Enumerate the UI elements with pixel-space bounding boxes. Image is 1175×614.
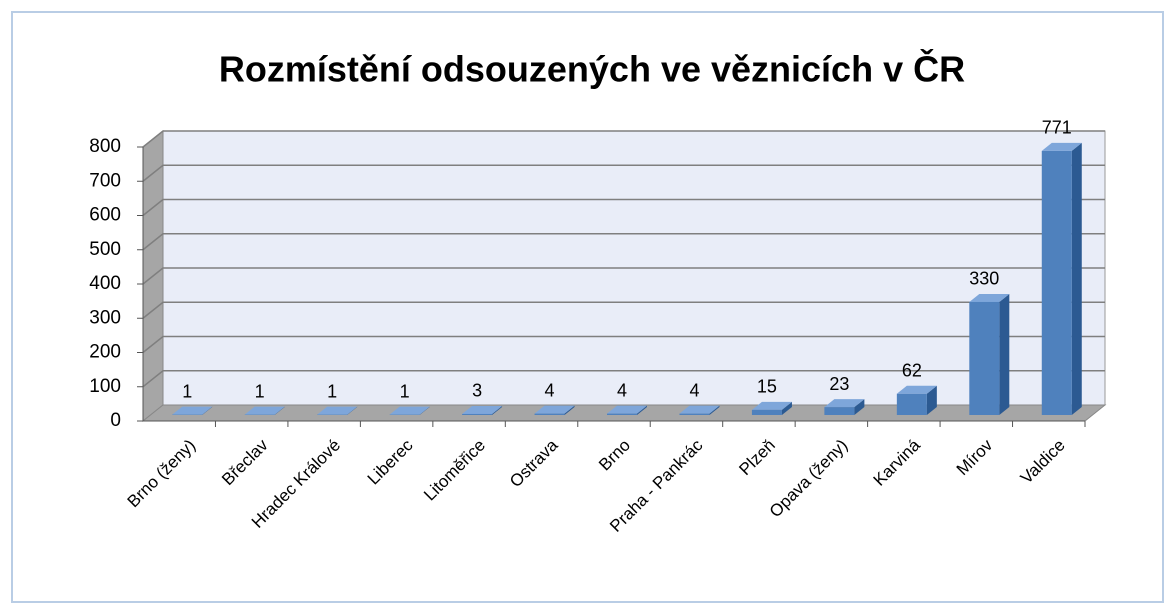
data-label: 1 — [400, 381, 410, 401]
bar — [824, 399, 865, 415]
bar — [462, 405, 503, 415]
bar-front — [1041, 150, 1072, 415]
bar — [389, 406, 430, 415]
bar-front — [534, 413, 565, 415]
bar-top — [969, 293, 1010, 302]
y-tick-label: 400 — [89, 273, 121, 294]
data-label: 1 — [255, 381, 265, 401]
bar-side — [854, 399, 865, 415]
data-label: 62 — [902, 361, 922, 381]
bar-top — [1041, 142, 1082, 151]
data-label: 4 — [545, 380, 555, 400]
y-tick-label: 200 — [89, 342, 121, 363]
data-label: 3 — [472, 381, 482, 401]
data-label: 771 — [1042, 118, 1072, 138]
bar-top — [824, 399, 865, 408]
bar — [172, 406, 213, 415]
data-label: 1 — [327, 381, 337, 401]
bar-top — [462, 405, 503, 414]
bar — [896, 385, 937, 415]
y-tick-label: 0 — [110, 410, 121, 431]
grid-line — [142, 267, 1105, 285]
bar-side — [637, 405, 647, 415]
bar-front — [969, 301, 1000, 415]
bar — [534, 405, 575, 415]
bar-top — [317, 406, 358, 415]
y-tick-label: 500 — [89, 239, 121, 260]
bar — [244, 406, 285, 415]
bar-top — [896, 385, 937, 394]
bar-front — [824, 407, 855, 415]
bar-side — [419, 406, 430, 415]
bar-side — [709, 405, 720, 415]
grid-line — [142, 198, 1105, 217]
y-tick-label: 600 — [89, 205, 121, 226]
data-label: 4 — [617, 380, 627, 400]
bar-top — [751, 401, 792, 410]
bar — [607, 405, 647, 415]
data-label: 1 — [182, 381, 192, 401]
y-tick-label: 300 — [89, 307, 121, 328]
grid-line — [142, 233, 1105, 251]
bar-front — [462, 413, 493, 415]
bar — [969, 293, 1010, 415]
bar — [1041, 142, 1082, 415]
y-tick-label: 800 — [89, 136, 121, 157]
data-label: 15 — [757, 377, 777, 397]
bar-side — [781, 401, 792, 415]
bar-side — [202, 406, 213, 415]
data-label: 4 — [689, 380, 699, 400]
bar — [679, 405, 720, 415]
data-label: 23 — [829, 374, 849, 394]
bar-side — [564, 405, 575, 415]
grid-line — [142, 370, 1105, 388]
bar-side — [1071, 142, 1082, 415]
bar-top — [244, 406, 285, 415]
bar-side — [347, 406, 358, 415]
bar-front — [896, 393, 927, 415]
y-tick-label: 100 — [89, 376, 121, 397]
grid-line — [142, 301, 1105, 319]
bar-top — [534, 405, 575, 414]
bar-front — [679, 413, 710, 415]
bar-top — [607, 405, 647, 414]
grid-line — [142, 335, 1105, 354]
data-label: 330 — [969, 269, 999, 289]
bar-front — [607, 413, 637, 415]
grid-line — [142, 130, 1105, 148]
bar-top — [172, 406, 213, 415]
bar — [751, 401, 792, 415]
bar-side — [274, 406, 285, 415]
bar-top — [389, 406, 430, 415]
bar-side — [999, 293, 1010, 415]
bar-side — [926, 385, 937, 415]
bar-front — [751, 409, 782, 415]
y-tick-label: 700 — [89, 170, 121, 191]
chart-title: Rozmístění odsouzených ve věznicích v ČR — [219, 48, 965, 90]
grid-line — [142, 164, 1105, 182]
bar-side — [492, 405, 503, 415]
bar-top — [679, 405, 720, 414]
bar — [317, 406, 358, 415]
